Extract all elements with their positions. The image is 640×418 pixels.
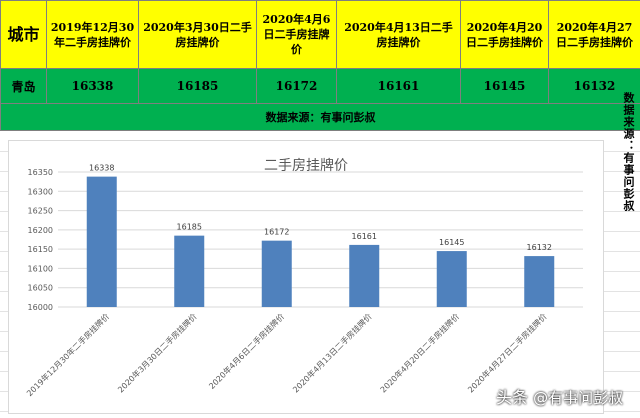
table-row: 青岛 16338 16185 16172 16161 16145 16132 xyxy=(0,68,640,104)
data-label: 16185 xyxy=(177,223,202,232)
watermark: 头条 @有事问彭叔 xyxy=(496,384,623,408)
watermark-brand: 头条 xyxy=(496,388,529,407)
y-tick-label: 16300 xyxy=(28,187,53,196)
header-date-4[interactable]: 2020年4月13日二手房挂牌价 xyxy=(336,0,461,69)
data-label: 16161 xyxy=(352,232,377,241)
header-row: 城市 2019年12月30年二手房挂牌价 2020年3月30日二手房挂牌价 20… xyxy=(0,0,640,69)
watermark-handle: @有事问彭叔 xyxy=(533,389,624,407)
header-date-3[interactable]: 2020年4月6日二手房挂牌价 xyxy=(256,0,337,69)
data-label: 16338 xyxy=(89,164,114,173)
cell-value-2[interactable]: 16185 xyxy=(138,68,257,104)
x-tick-label: 2019年12月30年二手房挂牌价 xyxy=(24,311,111,398)
header-date-1[interactable]: 2019年12月30年二手房挂牌价 xyxy=(46,0,139,69)
source-cell[interactable]: 数据来源：有事问彭叔 xyxy=(0,103,640,131)
header-city[interactable]: 城市 xyxy=(0,0,47,69)
cell-value-1[interactable]: 16338 xyxy=(46,68,139,104)
y-tick-label: 16000 xyxy=(28,303,53,312)
y-tick-label: 16150 xyxy=(28,245,53,254)
cell-value-3[interactable]: 16172 xyxy=(256,68,337,104)
bar-chart[interactable]: 二手房挂牌价 16000 16050 16100 16150 16200 16250 163… xyxy=(8,140,604,414)
bar xyxy=(174,235,205,307)
x-axis: 2019年12月30年二手房挂牌价 2020年3月30日二手房挂牌价 2020年4月… xyxy=(24,311,548,398)
bar xyxy=(436,251,467,307)
y-tick-label: 16250 xyxy=(28,207,53,216)
x-tick-label: 2020年3月30日二手房挂牌价 xyxy=(115,311,198,394)
bar xyxy=(349,244,380,307)
data-table: 城市 2019年12月30年二手房挂牌价 2020年3月30日二手房挂牌价 20… xyxy=(0,0,640,131)
y-tick-label: 16200 xyxy=(28,226,53,235)
y-tick-label: 16050 xyxy=(28,284,53,293)
x-tick-label: 2020年4月13日二手房挂牌价 xyxy=(290,311,373,394)
cell-value-4[interactable]: 16161 xyxy=(336,68,461,104)
bar xyxy=(524,256,555,307)
y-tick-label: 16100 xyxy=(28,264,53,273)
x-tick-label: 2020年4月20日二手房挂牌价 xyxy=(378,311,461,394)
x-tick-label: 2020年4月27日二手房挂牌价 xyxy=(465,311,548,394)
data-label: 16172 xyxy=(264,228,289,237)
x-tick-label: 2020年4月6日二手房挂牌价 xyxy=(207,311,287,391)
vertical-source-note: 数据来源：有事问彭叔 xyxy=(622,92,635,212)
header-date-5[interactable]: 2020年4月20日二手房挂牌价 xyxy=(460,0,549,69)
y-axis: 16000 16050 16100 16150 16200 16250 16300 16350 xyxy=(28,168,53,312)
cell-city[interactable]: 青岛 xyxy=(0,68,47,104)
data-label: 16132 xyxy=(527,243,552,252)
bar xyxy=(86,176,117,307)
y-tick-label: 16350 xyxy=(28,168,53,177)
cell-value-5[interactable]: 16145 xyxy=(460,68,549,104)
chart-title: 二手房挂牌价 xyxy=(264,157,348,174)
bar xyxy=(261,240,292,307)
data-label: 16145 xyxy=(439,238,464,247)
source-row: 数据来源：有事问彭叔 xyxy=(0,103,640,131)
header-date-2[interactable]: 2020年3月30日二手房挂牌价 xyxy=(138,0,257,69)
header-date-6[interactable]: 2020年4月27日二手房挂牌价 xyxy=(548,0,640,69)
bar-series: 16338 16185 16172 16161 16145 16132 xyxy=(86,164,555,307)
cell-value-6[interactable]: 16132 xyxy=(548,68,640,104)
chart-gridlines xyxy=(58,171,583,308)
